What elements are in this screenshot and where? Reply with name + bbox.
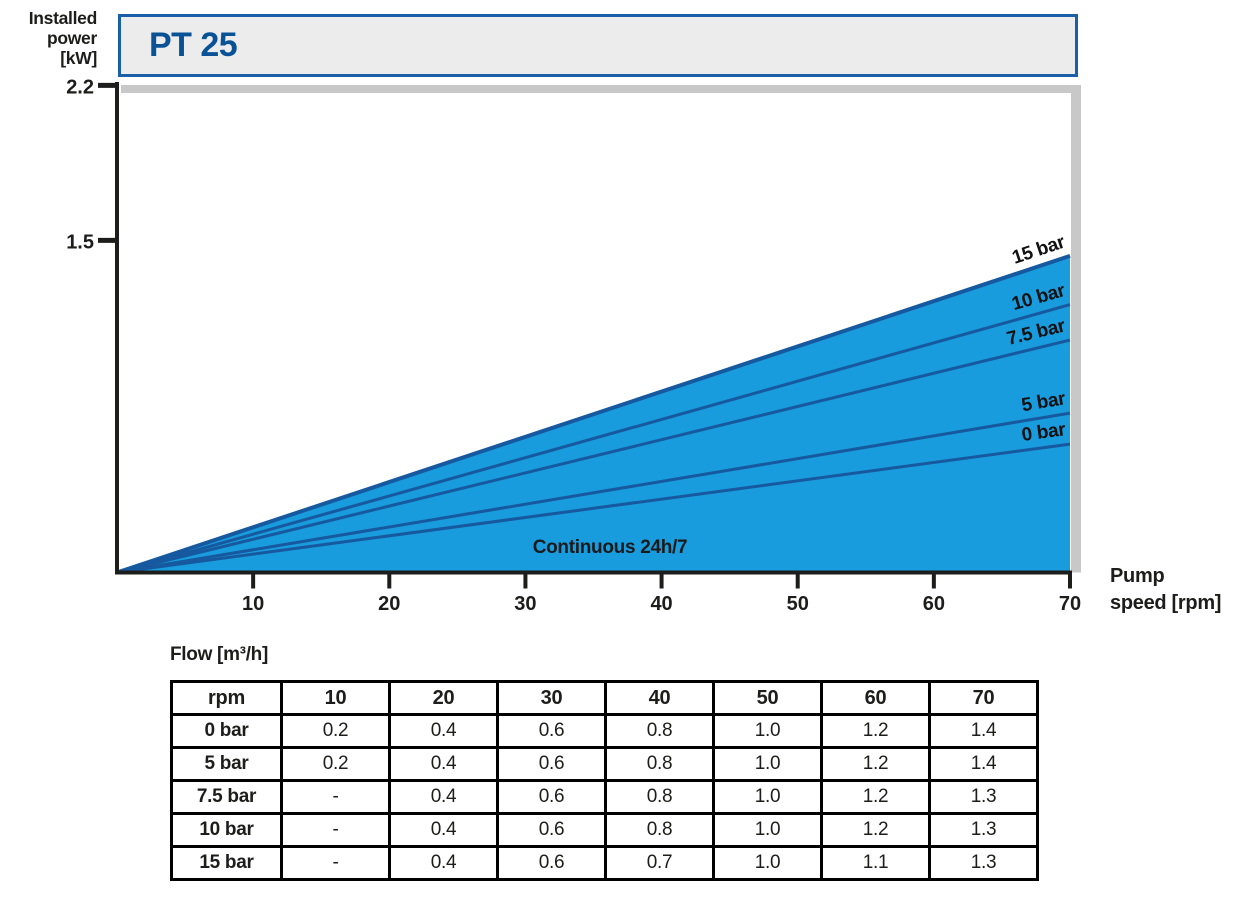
column-header: rpm [172, 682, 282, 715]
flow-value-cell: 0.4 [390, 715, 498, 748]
flow-value-cell: 1.0 [714, 715, 822, 748]
row-label: 7.5 bar [172, 781, 282, 814]
shadow-right [1071, 85, 1081, 573]
flow-value-cell: 0.4 [390, 748, 498, 781]
flow-value-cell: 0.4 [390, 847, 498, 880]
flow-value-cell: 0.8 [606, 814, 714, 847]
column-header: 30 [498, 682, 606, 715]
x-tick-label: 20 [378, 593, 400, 615]
chart-svg: 15 bar10 bar7.5 bar5 bar0 barContinuous … [0, 0, 1239, 640]
table-row: 15 bar-0.40.60.71.01.11.3 [172, 847, 1038, 880]
flow-value-cell: 0.6 [498, 847, 606, 880]
flow-table: rpm10203040506070 0 bar0.20.40.60.81.01.… [170, 680, 1039, 881]
column-header: 70 [930, 682, 1038, 715]
flow-table-caption: Flow [m³/h] [170, 644, 268, 666]
flow-value-cell: 1.1 [822, 847, 930, 880]
flow-value-cell: 0.8 [606, 748, 714, 781]
y-tick-label: 2.2 [66, 76, 94, 98]
flow-value-cell: 1.4 [930, 748, 1038, 781]
page: Installed power [kW] PT 25 15 bar10 bar7… [0, 0, 1239, 899]
continuous-duty-label: Continuous 24h/7 [533, 537, 688, 558]
flow-value-cell: - [282, 781, 390, 814]
flow-value-cell: 0.8 [606, 781, 714, 814]
column-header: 60 [822, 682, 930, 715]
y-tick-label: 1.5 [66, 231, 94, 253]
flow-value-cell: - [282, 847, 390, 880]
flow-value-cell: 0.7 [606, 847, 714, 880]
x-axis-title: Pump speed [rpm] [1110, 563, 1238, 617]
flow-value-cell: 1.0 [714, 847, 822, 880]
flow-value-cell: 1.4 [930, 715, 1038, 748]
flow-value-cell: 0.6 [498, 781, 606, 814]
x-tick-label: 40 [650, 593, 672, 615]
column-header: 40 [606, 682, 714, 715]
flow-value-cell: 0.6 [498, 715, 606, 748]
flow-value-cell: 1.2 [822, 814, 930, 847]
x-tick-label: 30 [514, 593, 536, 615]
flow-value-cell: 0.6 [498, 748, 606, 781]
flow-value-cell: 0.4 [390, 781, 498, 814]
row-label: 10 bar [172, 814, 282, 847]
table-row: 5 bar0.20.40.60.81.01.21.4 [172, 748, 1038, 781]
table-row: 7.5 bar-0.40.60.81.01.21.3 [172, 781, 1038, 814]
column-header: 10 [282, 682, 390, 715]
shadow-top [121, 85, 1081, 93]
flow-value-cell: 1.0 [714, 814, 822, 847]
flow-value-cell: 1.0 [714, 748, 822, 781]
column-header: 50 [714, 682, 822, 715]
row-label: 15 bar [172, 847, 282, 880]
column-header: 20 [390, 682, 498, 715]
flow-value-cell: 0.8 [606, 715, 714, 748]
x-tick-label: 50 [787, 593, 809, 615]
table-row: 0 bar0.20.40.60.81.01.21.4 [172, 715, 1038, 748]
flow-value-cell: 1.2 [822, 715, 930, 748]
x-tick-label: 60 [923, 593, 945, 615]
flow-value-cell: 1.2 [822, 781, 930, 814]
flow-value-cell: 1.3 [930, 847, 1038, 880]
row-label: 0 bar [172, 715, 282, 748]
x-tick-label: 10 [242, 593, 264, 615]
flow-value-cell: 0.2 [282, 748, 390, 781]
x-tick-label: 70 [1059, 593, 1081, 615]
flow-value-cell: 1.0 [714, 781, 822, 814]
flow-value-cell: 1.3 [930, 814, 1038, 847]
table-row: 10 bar-0.40.60.81.01.21.3 [172, 814, 1038, 847]
flow-value-cell: 0.6 [498, 814, 606, 847]
flow-value-cell: 0.2 [282, 715, 390, 748]
row-label: 5 bar [172, 748, 282, 781]
flow-table-header-row: rpm10203040506070 [172, 682, 1038, 715]
flow-value-cell: 1.2 [822, 748, 930, 781]
flow-value-cell: 0.4 [390, 814, 498, 847]
flow-value-cell: - [282, 814, 390, 847]
flow-value-cell: 1.3 [930, 781, 1038, 814]
